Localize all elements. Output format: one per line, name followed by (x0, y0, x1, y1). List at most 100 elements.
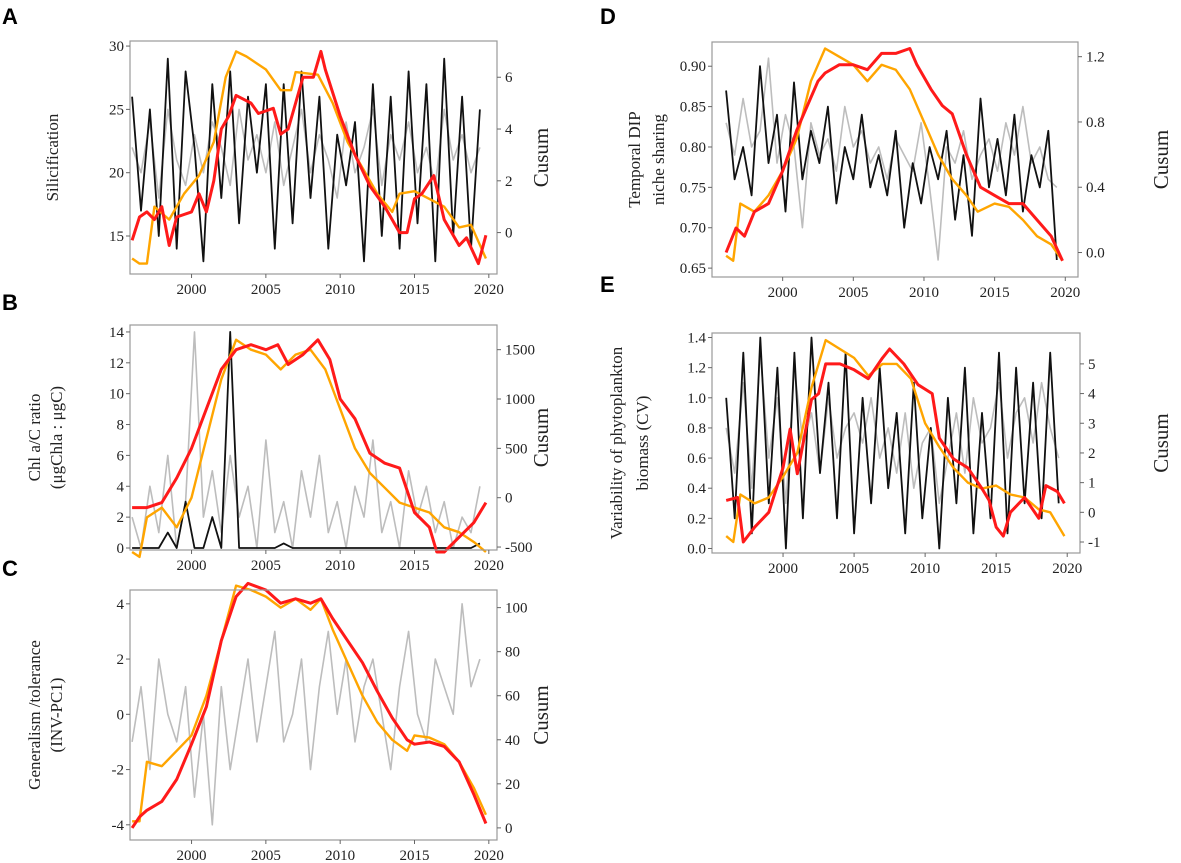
y-tick-label: 0 (117, 707, 125, 723)
x-tick-label: 2000 (177, 282, 207, 298)
panel-b: B 2000 2005 2010 2015 2020 0 2 4 6 8 10 12 14 -500 0 500… (2, 290, 553, 574)
y-tick-label: 1.2 (687, 361, 706, 377)
y2-tick-label: 4 (505, 122, 513, 138)
y-tick-label: 2 (117, 510, 125, 526)
y2-tick-label: -500 (505, 540, 533, 556)
y-tick-label: 0.90 (680, 59, 706, 75)
y-axis-label: biomass (CV) (633, 396, 652, 491)
y2-tick-label: 1 (1088, 476, 1096, 492)
y2-tick-label: 2 (1088, 446, 1096, 462)
y-tick-label: 25 (109, 102, 124, 118)
y-axis-label: Generalism /tolerance (25, 640, 44, 790)
panel-letter: C (2, 556, 18, 581)
panel-d: D 2000 2005 2010 2015 2020 0.65 0.70 0.75 0.80 0.8… (600, 4, 1173, 301)
x-tick-label: 2005 (251, 848, 281, 863)
panel-a: A 2000 2005 2010 2015 2020 15 20 25 30 0 2 4 6 Silicif… (2, 4, 553, 298)
y-tick-label: -2 (112, 763, 125, 779)
orange-cusum-line (132, 584, 487, 823)
x-tick-label: 2010 (909, 285, 939, 301)
y-tick-label: 20 (109, 166, 124, 182)
y-tick-label: 8 (117, 418, 125, 434)
red-cusum-line (130, 581, 488, 829)
y2-tick-label: 0.4 (1086, 180, 1105, 196)
y2-tick-label: 0 (505, 491, 513, 507)
x-tick-label: 2015 (400, 282, 430, 298)
y-tick-label: 4 (117, 597, 125, 613)
y-tick-label: -4 (112, 818, 125, 834)
y-tick-label: 6 (117, 448, 125, 464)
y2-tick-label: 6 (505, 70, 513, 86)
y-tick-label: 14 (109, 325, 125, 341)
x-tick-label: 2000 (177, 558, 207, 574)
x-tick-label: 2020 (474, 558, 504, 574)
red-cusum-line (130, 49, 488, 266)
x-tick-label: 2000 (768, 561, 798, 577)
y-axis-label: Variability of phytoplankton (607, 346, 626, 539)
black-series-line (725, 65, 1058, 261)
y2-tick-label: 0 (505, 821, 513, 837)
y2-tick-label: 60 (505, 689, 520, 705)
x-tick-label: 2020 (474, 282, 504, 298)
grey-series-line (131, 331, 481, 549)
y-tick-label: 1.0 (687, 391, 706, 407)
y-axis-label: Chl a/C ratio (25, 394, 44, 482)
y2-axis-label: Cusum (529, 685, 553, 745)
y-tick-label: 0.2 (687, 511, 706, 527)
y2-tick-label: 80 (505, 645, 520, 661)
orange-cusum-line (725, 338, 1066, 544)
panel-letter: D (600, 4, 616, 29)
orange-cusum-line (131, 338, 487, 559)
x-tick-label: 2020 (474, 848, 504, 863)
y-tick-label: 0.0 (687, 541, 706, 557)
x-tick-label: 2015 (980, 285, 1010, 301)
y-tick-label: 0.4 (687, 481, 706, 497)
x-tick-label: 2015 (400, 558, 430, 574)
x-tick-label: 2020 (1050, 285, 1080, 301)
plot-frame (711, 41, 1079, 278)
plot-frame (711, 332, 1081, 554)
y-tick-label: 0.70 (680, 221, 706, 237)
y2-tick-label: 1.2 (1086, 50, 1105, 66)
y-tick-label: 0.80 (680, 140, 706, 156)
y-tick-label: 0.8 (687, 421, 706, 437)
red-cusum-line (132, 338, 488, 554)
x-tick-label: 2010 (910, 561, 940, 577)
y2-axis-label: Cusum (529, 128, 553, 188)
y2-axis-label: Cusum (1149, 130, 1173, 190)
black-series-line (132, 330, 481, 549)
y2-tick-label: 500 (505, 441, 528, 457)
black-series-line (131, 57, 481, 263)
panel-letter: E (600, 272, 615, 297)
y2-tick-label: 40 (505, 733, 520, 749)
y-tick-label: 0.65 (680, 261, 706, 277)
plot-frame (129, 40, 498, 275)
x-tick-label: 2005 (839, 561, 869, 577)
y-axis-label: niche sharing (649, 113, 668, 205)
y-tick-label: 4 (117, 479, 125, 495)
y-tick-label: 0.75 (680, 180, 706, 196)
y2-tick-label: 1500 (505, 343, 535, 359)
y-tick-label: 1.4 (687, 331, 706, 347)
red-cusum-line (725, 347, 1066, 544)
x-tick-label: 2015 (400, 848, 430, 863)
y-tick-label: 0.85 (680, 100, 706, 116)
y2-tick-label: 4 (1088, 387, 1096, 403)
y2-tick-label: -1 (1088, 535, 1101, 551)
orange-cusum-line (725, 47, 1064, 262)
y-axis-label: Silicification (43, 113, 62, 201)
y2-tick-label: 5 (1088, 357, 1096, 373)
y2-axis-label: Cusum (529, 408, 553, 468)
x-tick-label: 2010 (325, 282, 355, 298)
y2-tick-label: 3 (1088, 416, 1096, 432)
x-tick-label: 2010 (325, 558, 355, 574)
panel-letter: B (2, 290, 18, 315)
y2-tick-label: 100 (505, 601, 528, 617)
x-tick-label: 2005 (251, 282, 281, 298)
y-tick-label: 12 (109, 356, 124, 372)
x-tick-label: 2015 (981, 561, 1011, 577)
y-axis-label: (INV-PC1) (47, 678, 66, 753)
y2-tick-label: 20 (505, 777, 520, 793)
plot-frame (129, 589, 498, 841)
y-tick-label: 10 (109, 387, 124, 403)
